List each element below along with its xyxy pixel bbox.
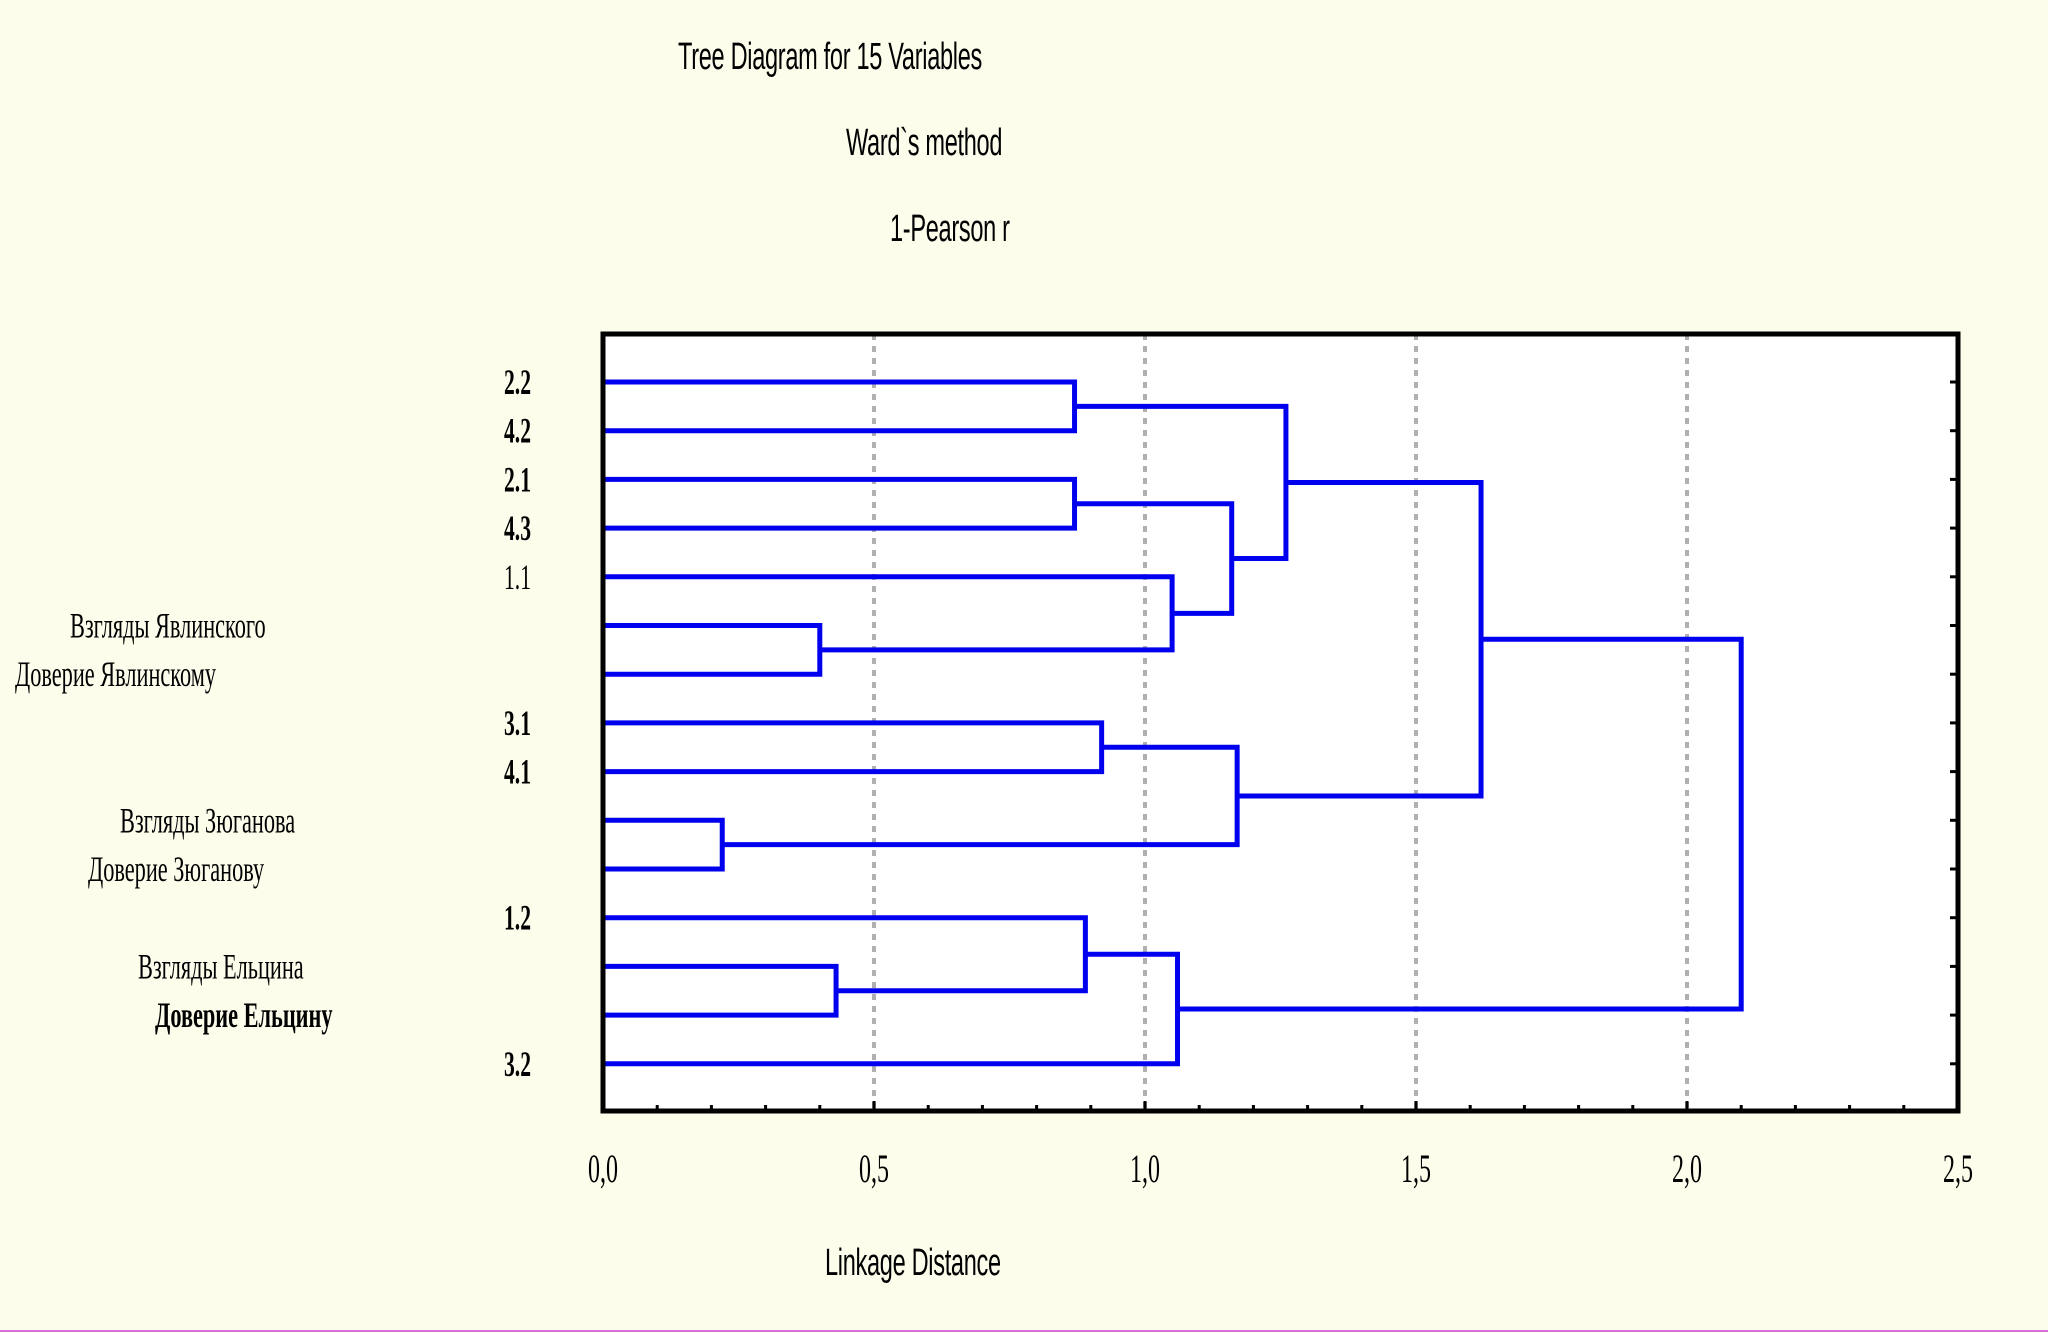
leaf-label: 1.2 xyxy=(504,899,531,938)
leaf-label: 2.2 xyxy=(504,364,531,403)
x-axis-label: Linkage Distance xyxy=(825,1242,1001,1284)
chart-title: Tree Diagram for 15 Variables xyxy=(678,36,982,78)
leaf-label: Доверие Явлинскому xyxy=(15,655,216,695)
leaf-label: Доверие Зюганову xyxy=(88,850,264,890)
chart-subtitle-method: Ward`s method xyxy=(846,122,1003,164)
chart-subtitle-metric: 1-Pearson r xyxy=(890,208,1010,250)
bottom-divider xyxy=(0,1330,2048,1332)
leaf-label: Взгляды Явлинского xyxy=(70,606,266,646)
leaf-label: 2.1 xyxy=(504,461,531,500)
leaf-label: 4.1 xyxy=(504,753,531,792)
x-tick-label: 2,0 xyxy=(1672,1148,1702,1192)
x-tick-label: 0,5 xyxy=(859,1148,889,1192)
leaf-label: 4.2 xyxy=(504,412,531,451)
x-tick-label: 1,0 xyxy=(1130,1148,1160,1192)
plot-frame xyxy=(600,331,1961,1114)
x-tick-label: 2,5 xyxy=(1943,1148,1973,1192)
x-tick-label: 0,0 xyxy=(588,1148,618,1192)
leaf-label: 3.1 xyxy=(504,705,531,744)
leaf-label: 4.3 xyxy=(504,510,531,549)
leaf-label: 1.1 xyxy=(504,558,531,597)
leaf-label: Доверие Ельцину xyxy=(155,996,333,1036)
leaf-label: Взгляды Ельцина xyxy=(138,947,304,987)
leaf-label: Взгляды Зюганова xyxy=(120,801,295,841)
x-tick-label: 1,5 xyxy=(1401,1148,1431,1192)
dendrogram-link xyxy=(1177,636,1744,1012)
leaf-label: 3.2 xyxy=(504,1045,531,1084)
